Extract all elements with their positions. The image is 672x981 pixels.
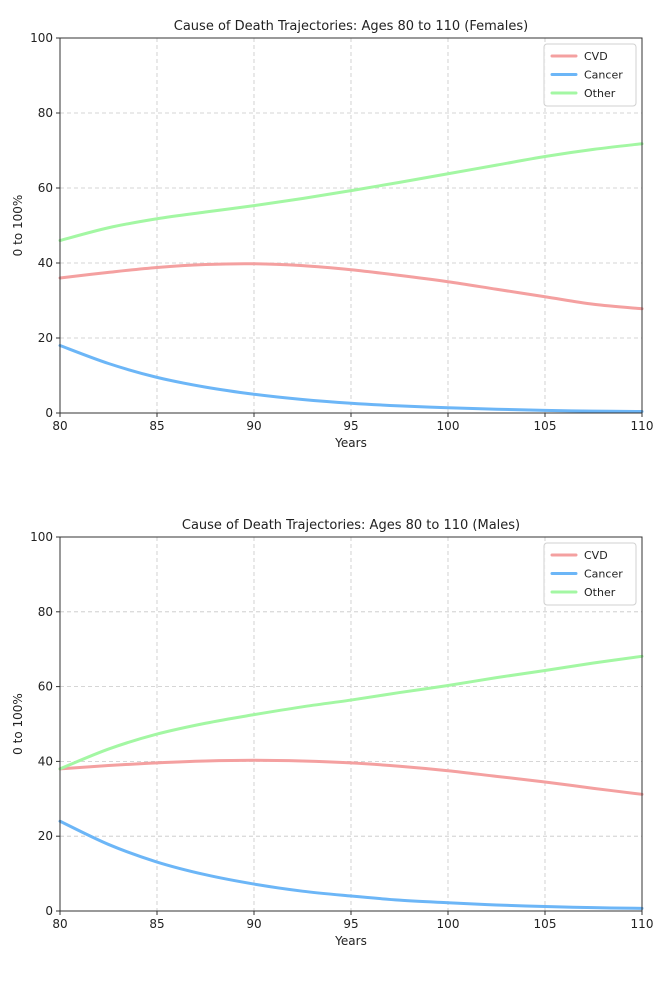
chart-title: Cause of Death Trajectories: Ages 80 to … (182, 518, 520, 533)
x-tick-label: 110 (631, 419, 654, 433)
x-tick-label: 90 (246, 917, 261, 931)
x-tick-label: 85 (149, 917, 164, 931)
x-tick-label: 95 (343, 419, 358, 433)
y-axis-label: 0 to 100% (11, 693, 25, 755)
x-tick-label: 80 (52, 419, 67, 433)
series-line-cancer (58, 819, 644, 910)
y-tick-label: 60 (38, 680, 53, 694)
legend-box (543, 542, 637, 606)
x-tick-label: 85 (149, 419, 164, 433)
y-tick-label: 40 (38, 256, 53, 270)
y-tick-label: 40 (38, 754, 53, 768)
y-tick-label: 100 (30, 530, 53, 544)
x-tick-label: 105 (534, 419, 557, 433)
x-axis-label: Years (334, 436, 367, 450)
x-tick-label: 100 (437, 917, 460, 931)
y-tick-label: 80 (38, 605, 53, 619)
legend-label-cvd: CVD (584, 50, 608, 63)
x-tick-label: 110 (631, 917, 654, 931)
y-tick-label: 0 (45, 904, 53, 918)
series-line-cvd (58, 758, 644, 796)
y-tick-label: 100 (30, 31, 53, 45)
legend-box (543, 43, 637, 107)
x-tick-label: 95 (343, 917, 358, 931)
legend-label-other: Other (584, 586, 616, 599)
legend-label-cancer: Cancer (584, 69, 623, 82)
series-line-cancer (58, 344, 644, 413)
series-line-other (58, 654, 644, 771)
chart-panel-2: Cause of Death Trajectories: Ages 80 to … (11, 518, 653, 948)
y-tick-label: 60 (38, 181, 53, 195)
x-axis-label: Years (334, 934, 367, 948)
series-line-cvd (58, 262, 644, 311)
legend-label-cvd: CVD (584, 549, 608, 562)
series-line-other (58, 142, 644, 242)
y-tick-label: 20 (38, 331, 53, 345)
legend: CVD Cancer Other (543, 43, 637, 107)
legend: CVD Cancer Other (543, 542, 637, 606)
x-tick-label: 90 (246, 419, 261, 433)
legend-label-cancer: Cancer (584, 568, 623, 581)
y-tick-label: 0 (45, 406, 53, 420)
x-tick-label: 100 (437, 419, 460, 433)
chart-panel-1: Cause of Death Trajectories: Ages 80 to … (11, 19, 653, 450)
plot-frame (59, 37, 643, 414)
y-tick-label: 20 (38, 829, 53, 843)
y-tick-label: 80 (38, 106, 53, 120)
x-tick-label: 105 (534, 917, 557, 931)
y-axis-label: 0 to 100% (11, 195, 25, 257)
legend-label-other: Other (584, 87, 616, 100)
plot-frame (59, 536, 643, 912)
x-tick-label: 80 (52, 917, 67, 931)
chart-title: Cause of Death Trajectories: Ages 80 to … (174, 19, 528, 34)
